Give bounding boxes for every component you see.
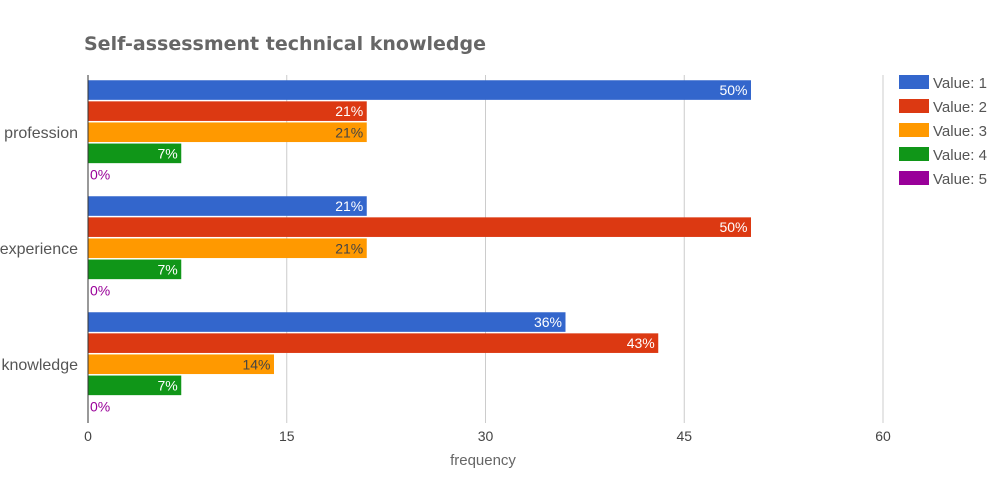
legend-swatch-1	[899, 75, 929, 89]
bar-label-knowledge-5: 0%	[90, 398, 110, 414]
bar-label-knowledge-3: 14%	[242, 356, 270, 372]
bar-label-profession-3: 21%	[335, 124, 363, 140]
legend-swatch-2	[899, 99, 929, 113]
bar-profession-2	[89, 101, 367, 121]
legend-label-5: Value: 5	[933, 171, 987, 188]
category-labels: profession experience knowledge	[0, 125, 78, 374]
legend-label-1: Value: 1	[933, 75, 987, 92]
bar-experience-1	[89, 196, 367, 216]
category-label-profession: profession	[4, 125, 78, 142]
legend-label-2: Value: 2	[933, 99, 987, 116]
bar-knowledge-1	[89, 312, 566, 332]
bar-profession-3	[89, 122, 367, 142]
x-axis-title: frequency	[450, 452, 516, 469]
x-tick-45: 45	[676, 428, 692, 444]
legend-label-3: Value: 3	[933, 123, 987, 140]
legend-swatch-5	[899, 171, 929, 185]
gridlines	[287, 75, 883, 423]
bar-label-knowledge-2: 43%	[627, 335, 655, 351]
bar-label-experience-1: 21%	[335, 198, 363, 214]
x-tick-60: 60	[875, 428, 891, 444]
legend: Value: 1 Value: 2 Value: 3 Value: 4 Value: 5	[899, 75, 987, 188]
legend-label-4: Value: 4	[933, 147, 987, 164]
bar-label-experience-4: 7%	[158, 261, 178, 277]
bar-label-experience-3: 21%	[335, 240, 363, 256]
x-tick-0: 0	[84, 428, 92, 444]
bar-experience-2	[89, 217, 752, 237]
x-tick-30: 30	[478, 428, 494, 444]
bar-label-experience-2: 50%	[719, 219, 747, 235]
bar-label-profession-1: 50%	[719, 82, 747, 98]
bar-knowledge-2	[89, 333, 659, 353]
bar-label-profession-2: 21%	[335, 103, 363, 119]
bar-label-knowledge-1: 36%	[534, 314, 562, 330]
bar-label-experience-5: 0%	[90, 282, 110, 298]
bar-label-profession-4: 7%	[158, 145, 178, 161]
x-tick-15: 15	[279, 428, 295, 444]
bar-profession-1	[89, 80, 752, 100]
legend-swatch-4	[899, 147, 929, 161]
category-label-experience: experience	[0, 241, 78, 258]
chart-title: Self-assessment technical knowledge	[84, 33, 486, 55]
bar-label-knowledge-4: 7%	[158, 377, 178, 393]
category-label-knowledge: knowledge	[2, 357, 79, 374]
bar-label-profession-5: 0%	[90, 166, 110, 182]
x-tick-labels: 0 15 30 45 60	[84, 428, 891, 444]
bar-experience-3	[89, 238, 367, 258]
legend-swatch-3	[899, 123, 929, 137]
